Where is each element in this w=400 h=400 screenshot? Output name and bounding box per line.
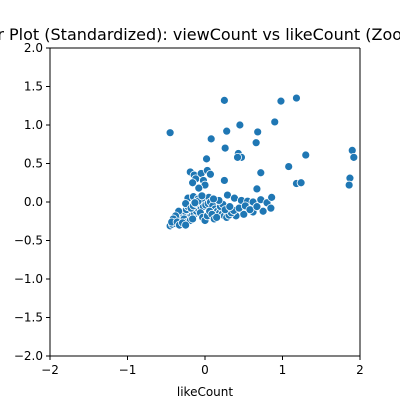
chart-title: Scatter Plot (Standardized): viewCount v… — [0, 25, 400, 44]
data-point — [276, 96, 286, 106]
y-tick-label: 0.5 — [24, 157, 43, 171]
data-point — [349, 152, 359, 162]
data-point — [219, 95, 229, 105]
data-point — [235, 120, 245, 130]
data-point — [222, 126, 232, 136]
data-point — [212, 212, 222, 222]
data-point — [252, 202, 262, 212]
data-point — [219, 176, 229, 185]
data-point — [301, 150, 311, 160]
data-point — [296, 178, 306, 188]
data-point — [197, 191, 207, 201]
data-point — [206, 169, 215, 179]
y-tick-label: −1.5 — [14, 311, 43, 325]
data-point — [165, 128, 175, 138]
data-point — [220, 143, 230, 153]
points-layer — [165, 93, 359, 231]
data-point — [202, 154, 211, 164]
data-point — [253, 127, 263, 137]
data-point — [284, 162, 294, 171]
x-tick-label: −2 — [41, 363, 59, 377]
data-point — [188, 178, 198, 188]
data-point — [194, 183, 204, 193]
data-point — [225, 202, 235, 212]
data-point — [270, 117, 280, 127]
data-point — [266, 203, 276, 213]
x-tick-label: 0 — [201, 363, 209, 377]
y-axis-ticks: −2.0 −1.5 −1.0 −0.5 0.0 0.5 1.0 1.5 2.0 — [14, 41, 50, 363]
data-point — [267, 192, 277, 202]
x-tick-label: −1 — [119, 363, 137, 377]
y-tick-label: 0.0 — [24, 195, 43, 209]
data-point — [190, 198, 200, 208]
x-tick-label: 1 — [279, 363, 287, 377]
y-tick-label: 1.5 — [24, 80, 43, 94]
data-point — [292, 93, 301, 103]
data-point — [252, 184, 262, 194]
data-point — [258, 206, 268, 216]
x-axis-label: likeCount — [177, 385, 234, 399]
y-tick-label: −1.0 — [14, 272, 43, 286]
y-tick-label: 1.0 — [24, 118, 43, 132]
y-tick-label: 2.0 — [24, 41, 43, 55]
data-point — [233, 152, 242, 162]
data-point — [209, 194, 218, 204]
data-point — [206, 134, 216, 144]
y-tick-label: −2.0 — [14, 349, 43, 363]
y-tick-label: −0.5 — [14, 234, 43, 248]
x-tick-label: 2 — [356, 363, 364, 377]
data-point — [188, 214, 198, 224]
data-point — [181, 220, 191, 230]
data-point — [256, 168, 266, 178]
data-point — [251, 138, 261, 148]
x-axis-ticks: −2 −1 0 1 2 — [41, 356, 364, 377]
data-point — [344, 180, 354, 190]
